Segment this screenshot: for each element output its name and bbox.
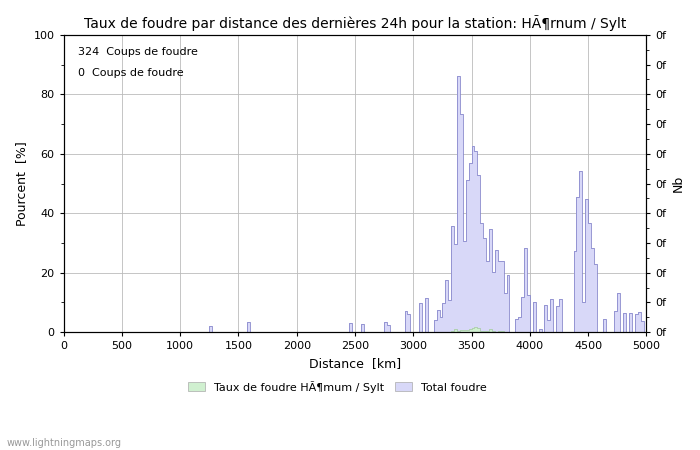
Legend: Taux de foudre HÃ¶mum / Sylt, Total foudre: Taux de foudre HÃ¶mum / Sylt, Total foud… [184,376,491,397]
Text: 324  Coups de foudre: 324 Coups de foudre [78,47,198,57]
Y-axis label: Nb: Nb [672,175,685,192]
Y-axis label: Pourcent  [%]: Pourcent [%] [15,141,28,226]
Title: Taux de foudre par distance des dernières 24h pour la station: HÃ¶rnum / Sylt: Taux de foudre par distance des dernière… [84,15,626,31]
X-axis label: Distance  [km]: Distance [km] [309,357,401,370]
Text: www.lightningmaps.org: www.lightningmaps.org [7,438,122,448]
Text: 0  Coups de foudre: 0 Coups de foudre [78,68,184,77]
